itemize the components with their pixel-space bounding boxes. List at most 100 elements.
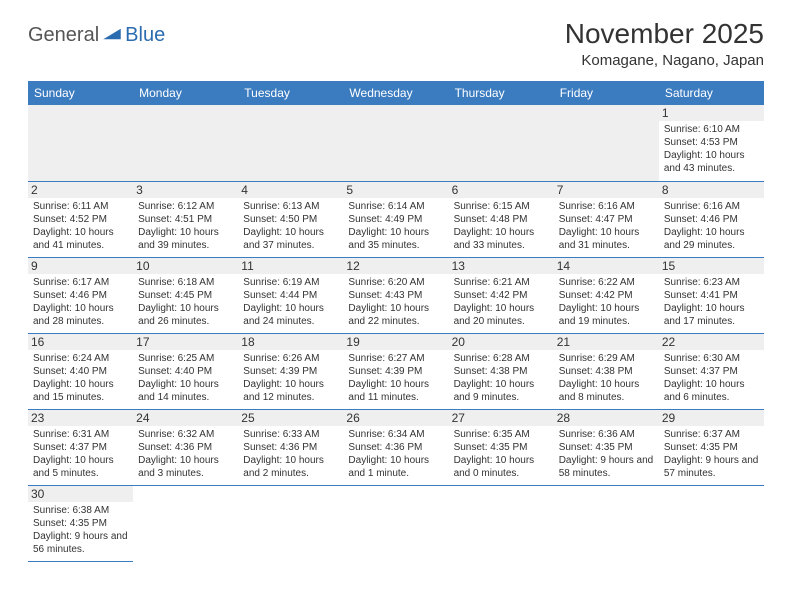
daylight-line: Daylight: 10 hours and 37 minutes. xyxy=(243,226,338,252)
day-number: 1 xyxy=(659,105,764,121)
day-number: 25 xyxy=(238,410,343,426)
calendar-cell: 10Sunrise: 6:18 AMSunset: 4:45 PMDayligh… xyxy=(133,257,238,333)
daylight-line: Daylight: 10 hours and 35 minutes. xyxy=(348,226,443,252)
calendar-cell: 14Sunrise: 6:22 AMSunset: 4:42 PMDayligh… xyxy=(554,257,659,333)
sunset-line: Sunset: 4:35 PM xyxy=(559,441,654,454)
sunrise-line: Sunrise: 6:28 AM xyxy=(454,352,549,365)
calendar-cell xyxy=(343,105,448,181)
sunrise-line: Sunrise: 6:16 AM xyxy=(559,200,654,213)
daylight-line: Daylight: 10 hours and 17 minutes. xyxy=(664,302,759,328)
daylight-line: Daylight: 10 hours and 3 minutes. xyxy=(138,454,233,480)
logo-text-general: General xyxy=(28,24,99,47)
calendar-week-row: 1Sunrise: 6:10 AMSunset: 4:53 PMDaylight… xyxy=(28,105,764,181)
calendar-cell: 19Sunrise: 6:27 AMSunset: 4:39 PMDayligh… xyxy=(343,333,448,409)
sunset-line: Sunset: 4:35 PM xyxy=(33,517,128,530)
calendar-cell: 22Sunrise: 6:30 AMSunset: 4:37 PMDayligh… xyxy=(659,333,764,409)
sunset-line: Sunset: 4:48 PM xyxy=(454,213,549,226)
calendar-cell: 9Sunrise: 6:17 AMSunset: 4:46 PMDaylight… xyxy=(28,257,133,333)
daylight-line: Daylight: 10 hours and 31 minutes. xyxy=(559,226,654,252)
daylight-line: Daylight: 10 hours and 6 minutes. xyxy=(664,378,759,404)
sunset-line: Sunset: 4:35 PM xyxy=(664,441,759,454)
sunset-line: Sunset: 4:38 PM xyxy=(559,365,654,378)
calendar-cell: 3Sunrise: 6:12 AMSunset: 4:51 PMDaylight… xyxy=(133,181,238,257)
daylight-line: Daylight: 10 hours and 11 minutes. xyxy=(348,378,443,404)
day-number: 23 xyxy=(28,410,133,426)
daylight-line: Daylight: 10 hours and 20 minutes. xyxy=(454,302,549,328)
day-number: 5 xyxy=(343,182,448,198)
daylight-line: Daylight: 10 hours and 5 minutes. xyxy=(33,454,128,480)
daylight-line: Daylight: 10 hours and 39 minutes. xyxy=(138,226,233,252)
sunrise-line: Sunrise: 6:25 AM xyxy=(138,352,233,365)
daylight-line: Daylight: 9 hours and 58 minutes. xyxy=(559,454,654,480)
sunrise-line: Sunrise: 6:19 AM xyxy=(243,276,338,289)
calendar-cell xyxy=(343,485,448,561)
sunrise-line: Sunrise: 6:13 AM xyxy=(243,200,338,213)
day-number: 28 xyxy=(554,410,659,426)
calendar-cell: 12Sunrise: 6:20 AMSunset: 4:43 PMDayligh… xyxy=(343,257,448,333)
sunrise-line: Sunrise: 6:30 AM xyxy=(664,352,759,365)
calendar-cell xyxy=(133,105,238,181)
calendar-cell: 17Sunrise: 6:25 AMSunset: 4:40 PMDayligh… xyxy=(133,333,238,409)
sunrise-line: Sunrise: 6:36 AM xyxy=(559,428,654,441)
sunrise-line: Sunrise: 6:27 AM xyxy=(348,352,443,365)
day-header: Friday xyxy=(554,81,659,105)
daylight-line: Daylight: 10 hours and 24 minutes. xyxy=(243,302,338,328)
sunrise-line: Sunrise: 6:23 AM xyxy=(664,276,759,289)
calendar-cell: 30Sunrise: 6:38 AMSunset: 4:35 PMDayligh… xyxy=(28,485,133,561)
calendar-cell: 20Sunrise: 6:28 AMSunset: 4:38 PMDayligh… xyxy=(449,333,554,409)
day-number: 3 xyxy=(133,182,238,198)
daylight-line: Daylight: 10 hours and 28 minutes. xyxy=(33,302,128,328)
day-header: Saturday xyxy=(659,81,764,105)
day-header: Wednesday xyxy=(343,81,448,105)
sunset-line: Sunset: 4:42 PM xyxy=(559,289,654,302)
calendar-cell: 18Sunrise: 6:26 AMSunset: 4:39 PMDayligh… xyxy=(238,333,343,409)
sunrise-line: Sunrise: 6:26 AM xyxy=(243,352,338,365)
calendar-week-row: 9Sunrise: 6:17 AMSunset: 4:46 PMDaylight… xyxy=(28,257,764,333)
sunset-line: Sunset: 4:49 PM xyxy=(348,213,443,226)
day-number: 24 xyxy=(133,410,238,426)
daylight-line: Daylight: 10 hours and 1 minute. xyxy=(348,454,443,480)
sunset-line: Sunset: 4:46 PM xyxy=(33,289,128,302)
day-number: 12 xyxy=(343,258,448,274)
sunset-line: Sunset: 4:38 PM xyxy=(454,365,549,378)
daylight-line: Daylight: 9 hours and 56 minutes. xyxy=(33,530,128,556)
calendar-cell: 29Sunrise: 6:37 AMSunset: 4:35 PMDayligh… xyxy=(659,409,764,485)
sunrise-line: Sunrise: 6:32 AM xyxy=(138,428,233,441)
daylight-line: Daylight: 10 hours and 12 minutes. xyxy=(243,378,338,404)
day-number: 27 xyxy=(449,410,554,426)
daylight-line: Daylight: 10 hours and 41 minutes. xyxy=(33,226,128,252)
calendar-cell: 15Sunrise: 6:23 AMSunset: 4:41 PMDayligh… xyxy=(659,257,764,333)
day-number: 17 xyxy=(133,334,238,350)
sunrise-line: Sunrise: 6:22 AM xyxy=(559,276,654,289)
day-header: Sunday xyxy=(28,81,133,105)
calendar-cell: 11Sunrise: 6:19 AMSunset: 4:44 PMDayligh… xyxy=(238,257,343,333)
sunrise-line: Sunrise: 6:31 AM xyxy=(33,428,128,441)
location-label: Komagane, Nagano, Japan xyxy=(565,52,764,69)
calendar-cell xyxy=(449,485,554,561)
day-header: Tuesday xyxy=(238,81,343,105)
sunset-line: Sunset: 4:45 PM xyxy=(138,289,233,302)
calendar-cell xyxy=(449,105,554,181)
calendar-week-row: 16Sunrise: 6:24 AMSunset: 4:40 PMDayligh… xyxy=(28,333,764,409)
logo-sail-icon xyxy=(101,27,123,44)
calendar-cell: 7Sunrise: 6:16 AMSunset: 4:47 PMDaylight… xyxy=(554,181,659,257)
day-header: Thursday xyxy=(449,81,554,105)
sunset-line: Sunset: 4:39 PM xyxy=(243,365,338,378)
day-number: 6 xyxy=(449,182,554,198)
calendar-cell: 28 Sunrise: 6:36 AMSunset: 4:35 PMDayligh… xyxy=(554,409,659,485)
sunset-line: Sunset: 4:53 PM xyxy=(664,136,759,149)
day-header: Monday xyxy=(133,81,238,105)
sunset-line: Sunset: 4:35 PM xyxy=(454,441,549,454)
sunset-line: Sunset: 4:44 PM xyxy=(243,289,338,302)
title-block: November 2025 Komagane, Nagano, Japan xyxy=(565,18,764,69)
calendar-cell xyxy=(659,485,764,561)
calendar-cell xyxy=(238,105,343,181)
sunset-line: Sunset: 4:37 PM xyxy=(33,441,128,454)
sunset-line: Sunset: 4:36 PM xyxy=(348,441,443,454)
sunrise-line: Sunrise: 6:35 AM xyxy=(454,428,549,441)
logo: General Blue xyxy=(28,18,165,47)
day-number: 13 xyxy=(449,258,554,274)
calendar-table: SundayMondayTuesdayWednesdayThursdayFrid… xyxy=(28,81,764,562)
sunrise-line: Sunrise: 6:18 AM xyxy=(138,276,233,289)
sunset-line: Sunset: 4:46 PM xyxy=(664,213,759,226)
